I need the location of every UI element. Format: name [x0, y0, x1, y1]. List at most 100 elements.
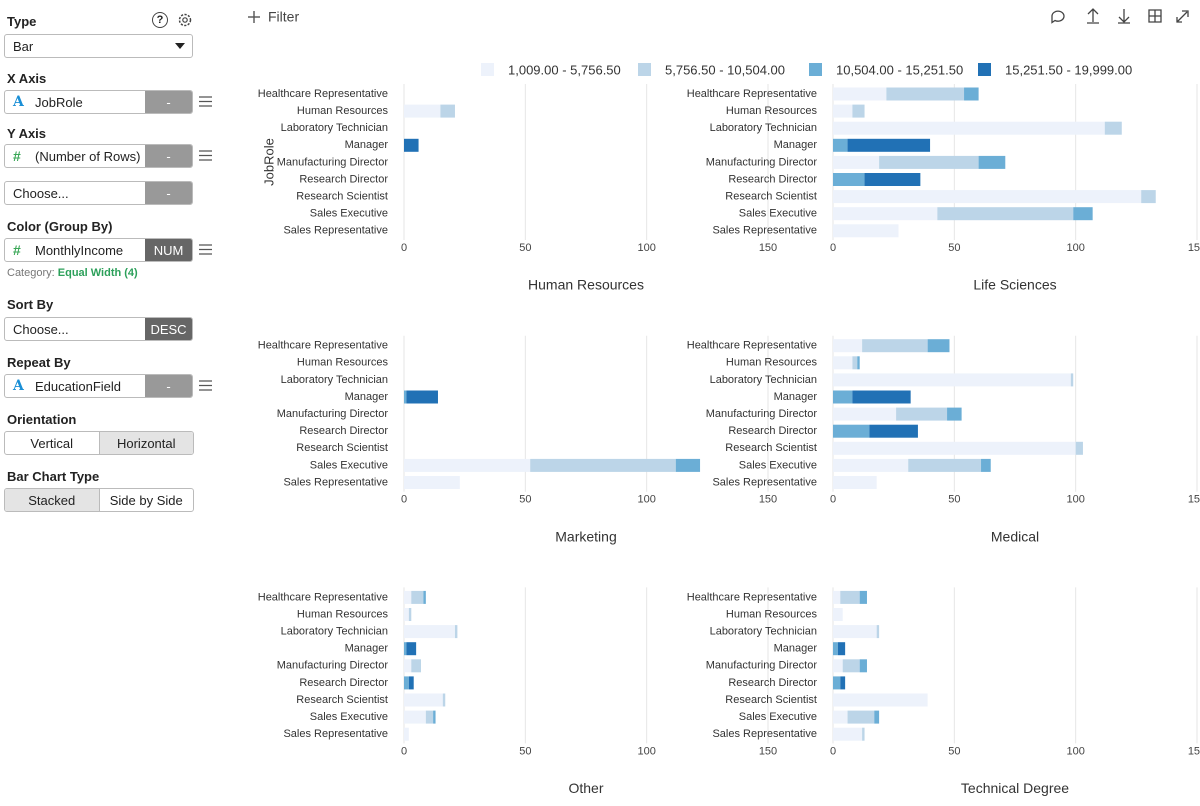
- y-tick-label: Healthcare Representative: [687, 340, 817, 352]
- bar-segment: [937, 207, 1074, 221]
- y-tick-label: Human Resources: [297, 357, 389, 369]
- x-tick-label: 100: [637, 745, 655, 757]
- menu-icon[interactable]: [199, 244, 212, 255]
- bar-segment: [879, 155, 979, 169]
- y-tick-label: Sales Representative: [283, 728, 388, 740]
- field-name: EducationField: [35, 378, 121, 394]
- settings-icon[interactable]: [177, 12, 193, 28]
- y-axis-field[interactable]: Choose... -: [4, 181, 193, 205]
- bar-segment: [833, 424, 870, 438]
- y-tick-label: Manufacturing Director: [706, 660, 818, 672]
- x-tick-label: 100: [1066, 494, 1084, 506]
- y-axis-title: JobRole: [261, 138, 276, 186]
- x-tick-label: 0: [830, 494, 836, 506]
- x-tick-label: 50: [519, 494, 531, 506]
- bar-segment: [896, 407, 948, 421]
- y-tick-label: Manager: [345, 643, 389, 655]
- y-tick-label: Sales Executive: [739, 208, 817, 220]
- x-tick-label: 150: [759, 494, 777, 506]
- repeat-field[interactable]: A EducationField -: [4, 374, 193, 398]
- sort-field[interactable]: Choose... DESC: [4, 317, 193, 341]
- x-tick-label: 50: [519, 242, 531, 254]
- bar-segment: [862, 727, 865, 741]
- expand-icon[interactable]: [1176, 10, 1189, 23]
- upload-icon[interactable]: [1087, 8, 1099, 24]
- x-tick-label: 0: [401, 242, 407, 254]
- field-button[interactable]: DESC: [145, 318, 192, 340]
- bar-segment: [404, 608, 409, 621]
- toggle-option[interactable]: Stacked: [5, 489, 99, 511]
- bar-segment: [862, 339, 928, 353]
- y-tick-label: Healthcare Representative: [687, 88, 817, 100]
- toggle-option[interactable]: Side by Side: [98, 489, 194, 511]
- y-tick-label: Manufacturing Director: [277, 408, 389, 420]
- bar-segment: [833, 676, 841, 690]
- y-tick-label: Sales Executive: [310, 208, 388, 220]
- field-name: Choose...: [13, 321, 69, 337]
- field-name: (Number of Rows): [35, 148, 141, 164]
- bar-segment: [454, 625, 458, 639]
- facet-title: Technical Degree: [961, 780, 1069, 796]
- field-button[interactable]: NUM: [145, 239, 192, 261]
- table-icon[interactable]: [1148, 9, 1162, 23]
- x-axis-field[interactable]: A JobRole -: [4, 90, 193, 114]
- y-tick-label: Sales Representative: [283, 225, 388, 237]
- bar-segment: [833, 207, 938, 221]
- bar-segment: [874, 710, 880, 724]
- y-tick-label: Laboratory Technician: [710, 122, 817, 134]
- orientation-label: Orientation: [7, 412, 77, 427]
- y-tick-label: Research Director: [728, 173, 817, 185]
- help-icon[interactable]: ?: [152, 12, 168, 28]
- x-axis-label: X Axis: [7, 71, 47, 86]
- category-value[interactable]: Equal Width (4): [57, 267, 138, 279]
- menu-icon[interactable]: [199, 96, 212, 107]
- toggle-option[interactable]: Vertical: [30, 435, 74, 451]
- bar-segment: [852, 390, 911, 404]
- x-tick-label: 50: [519, 745, 531, 757]
- bar-segment: [404, 138, 419, 152]
- type-select[interactable]: Bar: [4, 34, 193, 58]
- y-axis-field[interactable]: # (Number of Rows) -: [4, 144, 193, 168]
- x-tick-label: 150: [1188, 494, 1200, 506]
- bar-segment: [964, 87, 979, 101]
- x-tick-label: 50: [948, 745, 960, 757]
- bar-segment: [833, 390, 853, 404]
- x-tick-label: 100: [1066, 745, 1084, 757]
- menu-icon[interactable]: [199, 150, 212, 161]
- y-tick-label: Research Scientist: [296, 442, 388, 454]
- y-tick-label: Research Scientist: [296, 694, 388, 706]
- color-field[interactable]: # MonthlyIncome NUM: [4, 238, 193, 262]
- bar-segment: [833, 173, 865, 186]
- facet-title: Human Resources: [528, 277, 644, 293]
- download-icon[interactable]: [1118, 9, 1130, 24]
- y-tick-label: Manager: [345, 391, 389, 403]
- bar-segment: [404, 590, 412, 604]
- bar-segment: [408, 608, 412, 621]
- toggle-option[interactable]: Horizontal: [98, 432, 193, 454]
- field-button[interactable]: -: [145, 145, 192, 167]
- field-name: MonthlyIncome: [35, 242, 124, 258]
- bar-segment: [404, 693, 443, 707]
- bar-segment: [864, 173, 921, 186]
- bar-segment: [411, 590, 424, 604]
- bar-segment: [833, 87, 887, 101]
- x-tick-label: 150: [759, 242, 777, 254]
- field-button[interactable]: -: [145, 182, 192, 204]
- field-button[interactable]: -: [145, 375, 192, 397]
- field-button[interactable]: -: [145, 91, 192, 113]
- y-tick-label: Research Director: [299, 173, 388, 185]
- y-tick-label: Healthcare Representative: [258, 340, 388, 352]
- filter-button[interactable]: Filter: [248, 9, 299, 25]
- bar-segment: [833, 104, 853, 118]
- menu-icon[interactable]: [199, 380, 212, 391]
- legend-label: 1,009.00 - 5,756.50: [508, 62, 621, 77]
- y-tick-label: Sales Representative: [712, 476, 817, 488]
- y-tick-label: Human Resources: [297, 608, 389, 620]
- x-tick-label: 50: [948, 494, 960, 506]
- comment-icon[interactable]: [1051, 10, 1065, 24]
- y-tick-label: Research Scientist: [725, 191, 817, 203]
- legend-swatch: [481, 63, 494, 76]
- bar-segment: [833, 121, 1105, 135]
- legend-label: 15,251.50 - 19,999.00: [1005, 62, 1132, 77]
